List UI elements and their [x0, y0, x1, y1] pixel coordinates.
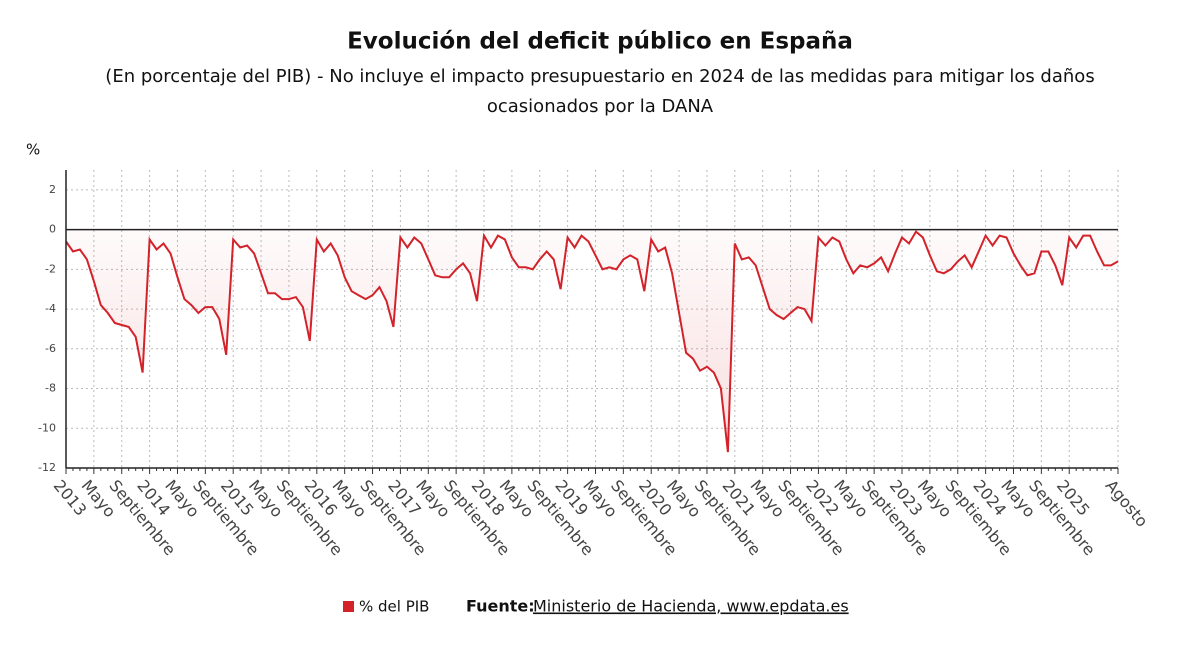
- y-tick-label: -4: [45, 302, 56, 315]
- line: [65, 230, 1119, 453]
- area: [66, 229, 1118, 453]
- source: Ministerio de Hacienda, www.epdata.es: [533, 597, 849, 616]
- legend: % del PIB Fuente: Ministerio de Hacienda…: [343, 597, 849, 616]
- y-tick-label: -2: [45, 262, 56, 275]
- y-tick-label: 0: [49, 223, 56, 236]
- chart-title: Evolución del deficit público en España: [347, 29, 853, 55]
- y-tick-label: -6: [45, 342, 56, 355]
- legend-label: % del PIB: [359, 598, 429, 616]
- y-tick-label: -10: [38, 421, 56, 434]
- chart-subtitle: (En porcentaje del PIB) - No incluye el …: [105, 66, 1095, 117]
- legend-swatch: [343, 601, 354, 612]
- y-tick-label: 2: [49, 183, 56, 196]
- subtitle-box: (En porcentaje del PIB) - No incluye el …: [105, 66, 1095, 117]
- y-tick-label: -12: [38, 461, 56, 474]
- y-tick-label: -8: [45, 382, 56, 395]
- x-tick-label: Agosto: [1102, 476, 1152, 531]
- y-axis-label: %: [26, 141, 40, 159]
- source-label: Fuente:: [466, 597, 535, 616]
